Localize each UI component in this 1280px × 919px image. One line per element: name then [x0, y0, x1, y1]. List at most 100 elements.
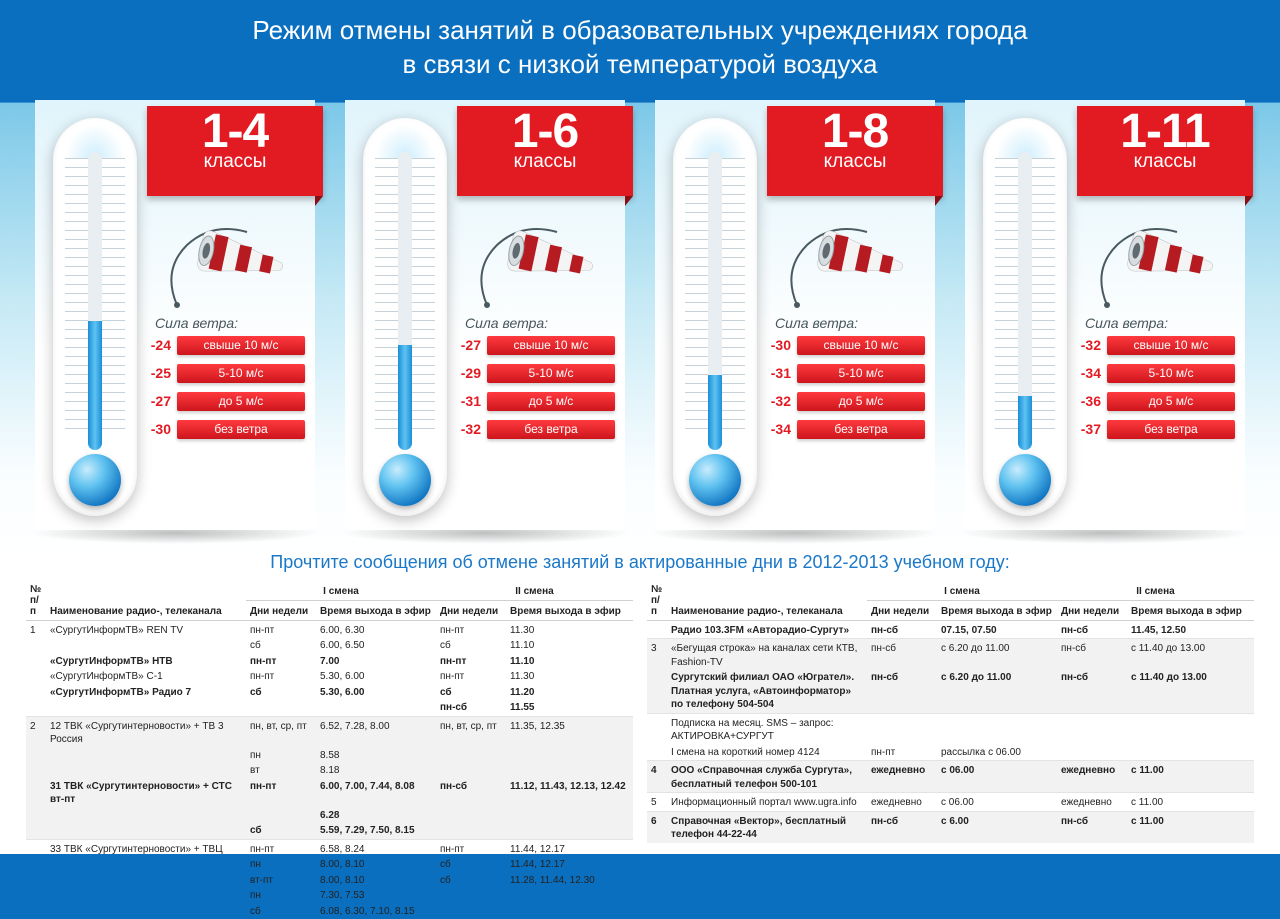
cell-t1: 6.00, 6.50 — [316, 638, 436, 654]
wind-row: -24 свыше 10 м/с — [139, 336, 305, 355]
table-subhead: Прочтите сообщения об отмене занятий в а… — [0, 552, 1280, 573]
wind-temp: -31 — [759, 365, 791, 381]
cell-t2 — [1127, 745, 1254, 761]
cell-d2 — [436, 808, 506, 824]
table-row: сб 5.59, 7.29, 7.50, 8.15 — [26, 823, 633, 839]
wind-temp: -25 — [139, 365, 171, 381]
wind-row: -30 без ветра — [139, 420, 305, 439]
cell-d1: пн — [246, 748, 316, 764]
cell-name: 33 ТВК «Сургутинтерновости» + ТВЦ — [46, 839, 246, 857]
wind-temp: -34 — [759, 421, 791, 437]
cell-d2: ежедневно — [1057, 793, 1127, 812]
wind-rows: -24 свыше 10 м/с -25 5-10 м/с -27 до 5 м… — [139, 336, 305, 448]
cell-d2: ежедневно — [1057, 761, 1127, 793]
page-title-line1: Режим отмены занятий в образовательных у… — [252, 15, 1027, 45]
wind-temp: -34 — [1069, 365, 1101, 381]
wind-strength-label: Сила ветра: — [775, 315, 858, 331]
cell-t1: 07.15, 07.50 — [937, 620, 1057, 639]
wind-bar: до 5 м/с — [1107, 392, 1235, 411]
table-row: пн-сб 11.55 — [26, 700, 633, 716]
cell-t1: с 6.00 — [937, 811, 1057, 843]
cell-t2: 11.28, 11.44, 12.30 — [506, 873, 633, 889]
cell-t1 — [316, 700, 436, 716]
page-title: Режим отмены занятий в образовательных у… — [0, 0, 1280, 100]
cell-d1: ежедневно — [867, 761, 937, 793]
cell-t2 — [506, 888, 633, 904]
cell-num: 4 — [647, 761, 667, 793]
cell-t1: 8.00, 8.10 — [316, 857, 436, 873]
cell-num — [26, 904, 46, 919]
col-shift2: II смена — [436, 581, 633, 600]
wind-temp: -36 — [1069, 393, 1101, 409]
cell-t2: 11.44, 12.17 — [506, 857, 633, 873]
wind-bar: без ветра — [487, 420, 615, 439]
wind-temp: -32 — [1069, 337, 1101, 353]
cell-t2: 11.10 — [506, 638, 633, 654]
table-row: 2 12 ТВК «Сургутинтерновости» + ТВ 3 Рос… — [26, 716, 633, 748]
grade-label: классы — [457, 151, 633, 173]
cell-num — [26, 873, 46, 889]
cell-num — [26, 654, 46, 670]
cell-t1: 6.00, 7.00, 7.44, 8.08 — [316, 779, 436, 808]
wind-temp: -37 — [1069, 421, 1101, 437]
cell-d1: пн-пт — [867, 745, 937, 761]
table-row: 33 ТВК «Сургутинтерновости» + ТВЦ пн-пт … — [26, 839, 633, 857]
table-row: Сургутский филиал ОАО «Югрател». Платная… — [647, 670, 1254, 713]
cell-t1: 8.00, 8.10 — [316, 873, 436, 889]
cell-t1: 5.30, 6.00 — [316, 669, 436, 685]
cell-t2: с 11.40 до 13.00 — [1127, 670, 1254, 713]
table-row: сб 6.00, 6.50 сб 11.10 — [26, 638, 633, 654]
cell-num — [26, 888, 46, 904]
cell-t1: 8.58 — [316, 748, 436, 764]
wind-bar: 5-10 м/с — [177, 364, 305, 383]
cell-t2 — [506, 823, 633, 839]
col-days2: Дни недели — [1057, 600, 1127, 620]
cell-t1: рассылка с 06.00 — [937, 745, 1057, 761]
wind-row: -32 свыше 10 м/с — [1069, 336, 1235, 355]
table-row: пн 8.00, 8.10 сб 11.44, 12.17 — [26, 857, 633, 873]
schedule-table-right: № п/п Наименование радио-, телеканала I … — [647, 581, 1254, 919]
wind-strength-label: Сила ветра: — [465, 315, 548, 331]
cell-t2: 11.20 — [506, 685, 633, 701]
wind-temp: -30 — [759, 337, 791, 353]
cell-d1: ежедневно — [867, 793, 937, 812]
col-num: № п/п — [26, 581, 46, 621]
schedule-tables: № п/п Наименование радио-, телеканала I … — [0, 581, 1280, 919]
cell-d2: пн-сб — [436, 700, 506, 716]
cell-num — [26, 779, 46, 808]
thermometer-icon — [673, 118, 757, 516]
cell-d1: пн-пт — [246, 839, 316, 857]
cell-d1: пн-пт — [246, 654, 316, 670]
cell-t1: с 06.00 — [937, 761, 1057, 793]
cell-d2: пн-сб — [1057, 670, 1127, 713]
cell-num: 5 — [647, 793, 667, 812]
cell-t2 — [506, 748, 633, 764]
wind-rows: -30 свыше 10 м/с -31 5-10 м/с -32 до 5 м… — [759, 336, 925, 448]
cell-t1: с 6.20 до 11.00 — [937, 670, 1057, 713]
wind-row: -30 свыше 10 м/с — [759, 336, 925, 355]
col-shift2: II смена — [1057, 581, 1254, 600]
cell-d1: вт — [246, 763, 316, 779]
wind-row: -25 5-10 м/с — [139, 364, 305, 383]
cell-d1 — [246, 808, 316, 824]
table-row: «СургутИнформТВ» Радио 7 сб 5.30, 6.00 с… — [26, 685, 633, 701]
cell-num — [647, 745, 667, 761]
cell-d1: пн — [246, 888, 316, 904]
cell-t1: 6.08, 6.30, 7.10, 8.15 — [316, 904, 436, 919]
thermometer-icon — [983, 118, 1067, 516]
cell-t2: 11.44, 12.17 — [506, 839, 633, 857]
cell-d2: пн, вт, ср, пт — [436, 716, 506, 748]
wind-row: -32 без ветра — [449, 420, 615, 439]
cell-d1: пн-сб — [867, 620, 937, 639]
cell-d2: пн-сб — [436, 779, 506, 808]
table-row: 5 Информационный портал www.ugra.info еж… — [647, 793, 1254, 812]
cell-d2: сб — [436, 685, 506, 701]
thermometer-card: 1-4 классы Сила ветра: -24 свыше — [35, 100, 315, 530]
schedule-table-left: № п/п Наименование радио-, телеканала I … — [26, 581, 633, 919]
cell-name: «СургутИнформТВ» REN TV — [46, 620, 246, 638]
cell-d2: пн-сб — [1057, 639, 1127, 671]
cell-t2: с 11.40 до 13.00 — [1127, 639, 1254, 671]
table-row: 3 «Бегущая строка» на каналах сети КТВ, … — [647, 639, 1254, 671]
cell-t2 — [506, 763, 633, 779]
wind-row: -27 свыше 10 м/с — [449, 336, 615, 355]
